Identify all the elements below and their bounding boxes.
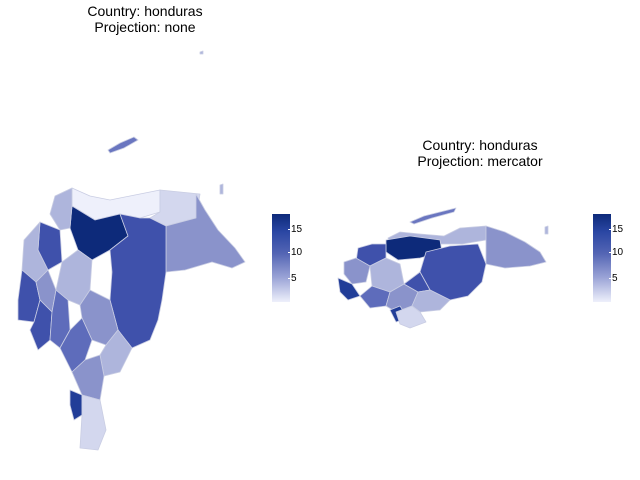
- region-cortes: [49, 187, 73, 231]
- legend-tick: 15: [287, 224, 303, 235]
- legend-tick: 5: [288, 273, 297, 284]
- country-label: Country: honduras: [87, 3, 203, 19]
- region-francisco-morazan: [79, 289, 119, 346]
- region-south-light: [79, 394, 107, 451]
- map-none: [17, 50, 246, 451]
- island-dot: [199, 50, 204, 55]
- map-title-left: Country: honduras Projection: none: [0, 3, 290, 35]
- legend-tick: 15: [608, 224, 624, 235]
- color-legend-left: 15 10 5: [272, 214, 320, 304]
- region-choluteca: [395, 305, 427, 329]
- region-gracias-a-dios: [485, 225, 547, 269]
- swan-islands: [219, 183, 224, 195]
- projection-label: Projection: mercator: [417, 153, 543, 169]
- map-title-right: Country: honduras Projection: mercator: [320, 137, 640, 169]
- country-label: Country: honduras: [422, 137, 538, 153]
- region-south-dark: [69, 389, 83, 421]
- region-gracias-a-dios: [165, 193, 246, 273]
- region-copan: [337, 277, 361, 301]
- region-santa-barbara: [343, 257, 371, 285]
- color-scale-bar: [272, 214, 290, 302]
- legend-tick: 5: [609, 273, 618, 284]
- color-legend-right: 15 10 5: [593, 214, 640, 304]
- region-olancho: [109, 213, 167, 349]
- bay-islands: [107, 136, 139, 154]
- swan-islands: [544, 225, 549, 235]
- color-scale-bar: [593, 214, 611, 302]
- legend-tick: 10: [608, 247, 624, 258]
- legend-tick: 10: [287, 247, 303, 258]
- bay-islands: [409, 207, 457, 225]
- map-mercator: [337, 207, 549, 329]
- projection-label: Projection: none: [94, 19, 196, 35]
